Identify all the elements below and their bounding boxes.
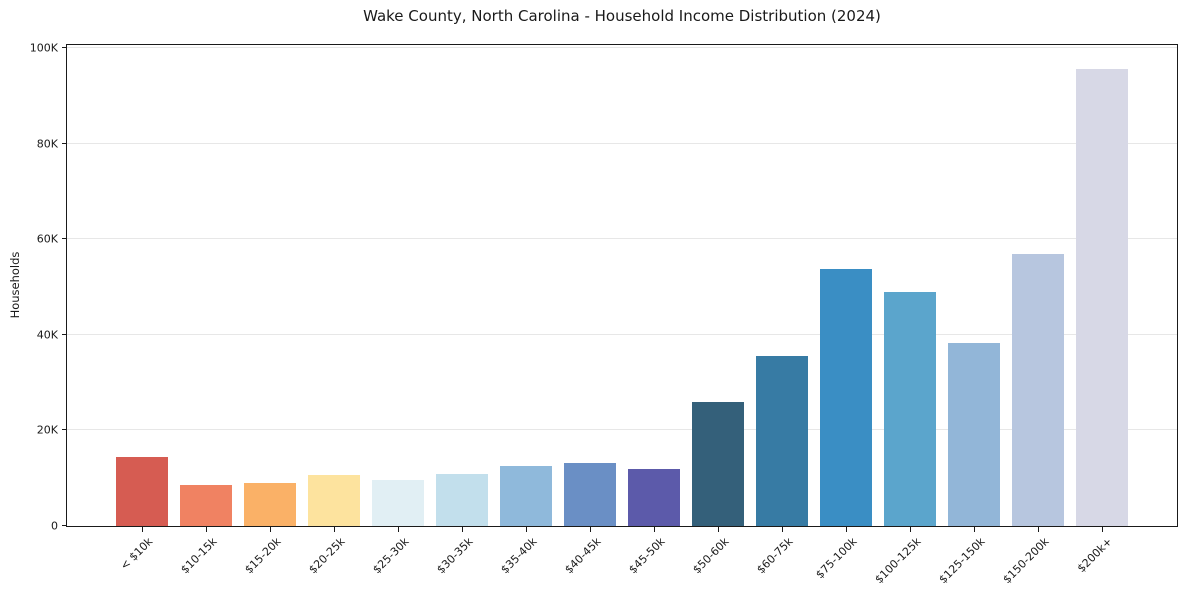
bar xyxy=(372,479,424,526)
x-tick-mark xyxy=(141,527,143,532)
x-tick-label: $60-75k xyxy=(753,535,796,577)
bars-row: < $10k $10-15k $15-20k $20-25k $25-30k $30-35… xyxy=(67,45,1177,586)
x-tick-mark xyxy=(717,527,719,532)
x-tick-label: $20-25k xyxy=(305,535,348,577)
x-tick-label: < $10k xyxy=(117,535,156,573)
bar-slot: $200k+ xyxy=(1070,45,1134,575)
y-tick-label: 20K xyxy=(36,423,58,437)
plot-area: 0 20K 40K 60K 80K 100K < $10k $10-15k $15-20k $20… xyxy=(30,42,1178,586)
y-tick-label: 100K xyxy=(29,41,58,55)
bar-slot: $125-150k xyxy=(936,45,1006,586)
x-tick-label: $35-40k xyxy=(497,535,540,577)
bar xyxy=(500,465,552,526)
y-axis-title: Households xyxy=(8,251,22,319)
y-tick-mark xyxy=(62,333,66,335)
bar-slot: $35-40k xyxy=(494,45,558,576)
y-tick-mark xyxy=(62,47,66,48)
bar xyxy=(628,468,680,526)
x-tick-mark xyxy=(589,527,591,532)
x-tick-mark xyxy=(461,527,463,532)
x-tick-mark xyxy=(1101,527,1103,532)
y-tick-label: 80K xyxy=(36,137,58,151)
bar xyxy=(756,356,808,526)
x-tick-mark xyxy=(909,527,911,532)
bar xyxy=(116,456,168,526)
x-tick-mark xyxy=(1037,527,1039,532)
x-tick-label: $50-60k xyxy=(689,535,732,577)
bar-slot: $45-50k xyxy=(622,45,686,576)
x-tick-mark xyxy=(205,527,207,532)
x-tick-label: $15-20k xyxy=(241,535,284,577)
bar-slot: $10-15k xyxy=(174,45,238,576)
x-tick-label: $40-45k xyxy=(561,535,604,577)
bar xyxy=(180,485,232,526)
y-gridline xyxy=(67,333,1177,335)
bar-slot: $60-75k xyxy=(750,45,814,576)
x-tick-mark xyxy=(333,527,335,532)
bar-slot: $30-35k xyxy=(430,45,494,576)
bar xyxy=(1076,69,1128,526)
x-tick-label: $30-35k xyxy=(433,535,476,577)
bar xyxy=(948,343,1000,526)
bar xyxy=(1012,254,1064,526)
bar-slot: $15-20k xyxy=(238,45,302,576)
bar-slot: < $10k xyxy=(110,45,174,573)
x-tick-mark xyxy=(269,527,271,532)
bar xyxy=(884,291,936,526)
bar-slot: $20-25k xyxy=(302,45,366,576)
x-tick-mark xyxy=(397,527,399,532)
x-tick-mark xyxy=(973,527,975,532)
x-tick-mark xyxy=(781,527,783,532)
bar-slot: $100-125k xyxy=(872,45,942,586)
x-tick-mark xyxy=(653,527,655,532)
y-gridline xyxy=(67,47,1177,48)
x-tick-label: $10-15k xyxy=(177,535,220,577)
bar-slot: $40-45k xyxy=(558,45,622,576)
bar-slot: $75-100k xyxy=(813,45,878,581)
y-tick-mark xyxy=(62,238,66,240)
bar xyxy=(692,401,744,526)
y-gridline xyxy=(67,142,1177,144)
bar xyxy=(308,475,360,526)
bar-slot: $50-60k xyxy=(686,45,750,576)
y-tick-mark xyxy=(62,429,66,431)
y-tick-mark xyxy=(62,142,66,144)
x-tick-mark xyxy=(845,527,847,532)
y-gridline xyxy=(67,429,1177,431)
y-tick-label: 40K xyxy=(36,328,58,342)
y-tick-label: 0 xyxy=(51,519,58,533)
x-tick-label: $125-150k xyxy=(936,535,988,587)
x-tick-label: $100-125k xyxy=(872,535,924,587)
x-tick-mark xyxy=(525,527,527,532)
bar-slot: $150-200k xyxy=(1000,45,1070,586)
y-tick-mark xyxy=(62,525,66,526)
bar xyxy=(436,474,488,526)
x-tick-label: $150-200k xyxy=(1000,535,1052,587)
x-tick-label: $45-50k xyxy=(625,535,668,577)
bar xyxy=(820,268,872,526)
x-tick-label: $25-30k xyxy=(369,535,412,577)
y-tick-label: 60K xyxy=(36,232,58,246)
chart-title: Wake County, North Carolina - Household … xyxy=(363,7,881,25)
bar-slot: $25-30k xyxy=(366,45,430,576)
x-tick-label: $75-100k xyxy=(812,535,860,582)
x-tick-label: $200k+ xyxy=(1075,535,1116,576)
bar xyxy=(244,482,296,526)
bar xyxy=(564,463,616,526)
y-gridline xyxy=(67,238,1177,240)
